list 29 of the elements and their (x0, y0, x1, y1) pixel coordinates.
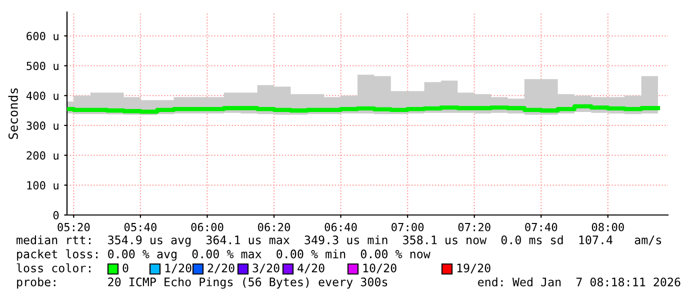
text: 2/20 (208, 264, 234, 274)
text: 19/20 (457, 264, 490, 274)
x-tick-label: 07:20 (458, 222, 490, 232)
y-axis-title: Seconds (8, 88, 18, 139)
y-tick-label: 400 u (26, 92, 58, 100)
y-tick-label: 0 (53, 211, 59, 220)
x-tick-label: 07:40 (525, 222, 558, 232)
y-tick-label: 200 u (26, 151, 58, 160)
y-tick-label: 300 u (26, 121, 58, 130)
x-tick-label: 05:40 (124, 222, 156, 232)
text: median rtt: 354.9 us avg 364.1 us max 349.3 us min 358.1 us now 0.0 ms sd 107.4 am/s (16, 235, 662, 247)
x-tick-label: 08:00 (592, 222, 624, 232)
text: 4/20 (298, 264, 324, 274)
x-tick-label: 07:00 (392, 222, 424, 232)
x-tick-label: 05:20 (58, 222, 90, 232)
text: loss color: (16, 263, 90, 272)
text: 1/20 (165, 264, 192, 274)
y-tick-label: 100 u (27, 181, 58, 190)
y-tick-label: 600 u (26, 32, 58, 40)
text: probe: 20 ICMP Echo Pings (56 Bytes) every 300s (17, 277, 388, 289)
text: packet loss: 0.00 % avg 0.00 % max 0.00 % min 0.00 % now (17, 249, 430, 261)
x-tick-label: 06:40 (324, 222, 357, 232)
text: 3/20 (252, 264, 280, 274)
x-tick-label: 06:20 (258, 222, 290, 232)
text: 0 (122, 264, 128, 272)
y-tick-label: 500 u (26, 62, 58, 70)
x-tick-label: 06:00 (191, 222, 224, 232)
text: end: Wed Jan 7 08:18:11 2026 (478, 277, 680, 286)
text: 10/20 (363, 264, 396, 274)
